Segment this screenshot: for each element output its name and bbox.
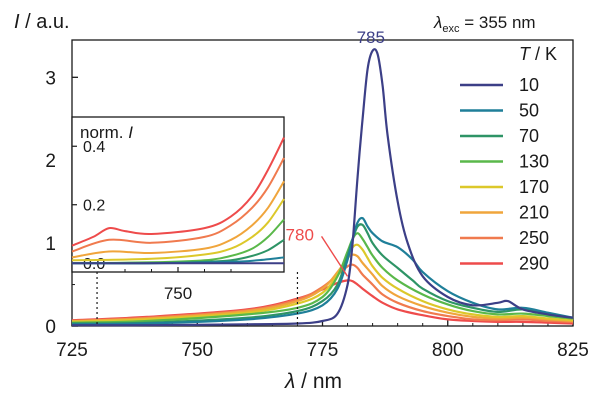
inset-series-line-170 <box>71 198 285 262</box>
inset-series-line-250 <box>71 157 285 253</box>
inset-series-line-290 <box>71 137 285 247</box>
y-tick-label: 3 <box>45 68 56 89</box>
legend-label-250: 250 <box>519 228 549 248</box>
x-tick-label: 775 <box>307 340 339 361</box>
y-tick-label: 0 <box>45 317 56 338</box>
legend-label-210: 210 <box>519 203 549 223</box>
inset-chart: norm. I 750 0.0 0.2 0.4 <box>71 116 299 326</box>
legend-label-290: 290 <box>519 254 549 274</box>
legend-title: T / K <box>519 44 557 64</box>
inset-x-tick-label: 750 <box>164 284 192 303</box>
legend-label-70: 70 <box>519 126 539 146</box>
legend-label-130: 130 <box>519 152 549 172</box>
peak-pointer-780 <box>320 236 349 277</box>
legend-label-10: 10 <box>519 75 539 95</box>
peak-label-785: 785 <box>357 28 385 47</box>
series-line-10 <box>71 48 574 327</box>
excitation-label: λexc = 355 nm <box>433 13 536 35</box>
inset-series-line-210 <box>71 180 285 259</box>
annotations: 785 780 <box>286 28 385 277</box>
inset-frame <box>71 116 285 273</box>
peak-label-780: 780 <box>286 225 314 244</box>
series-line-50 <box>71 216 574 326</box>
series-line-250 <box>71 263 574 323</box>
x-axis-label: λ / nm <box>284 370 342 393</box>
legend-label-170: 170 <box>519 177 549 197</box>
x-tick-label: 725 <box>56 340 88 361</box>
inset-y-tick-label: 0.2 <box>83 198 105 215</box>
x-tick-label: 825 <box>557 340 589 361</box>
legend-label-50: 50 <box>519 101 539 121</box>
y-axis-label: I / a.u. <box>14 11 70 33</box>
series-line-70 <box>71 223 574 325</box>
y-tick-label: 1 <box>45 234 56 255</box>
series-lines <box>71 48 574 327</box>
series-line-210 <box>71 253 574 323</box>
x-tick-label: 800 <box>432 340 464 361</box>
y-tick-label: 2 <box>45 151 56 172</box>
legend: 10 50 70 130 170 210 250 290 <box>460 75 549 274</box>
x-tick-label: 750 <box>181 340 213 361</box>
inset-y-axis-label: norm. I <box>80 123 133 142</box>
inset-y-tick-label: 0.4 <box>83 139 105 156</box>
inset-y-tick-label: 0.0 <box>83 256 105 273</box>
